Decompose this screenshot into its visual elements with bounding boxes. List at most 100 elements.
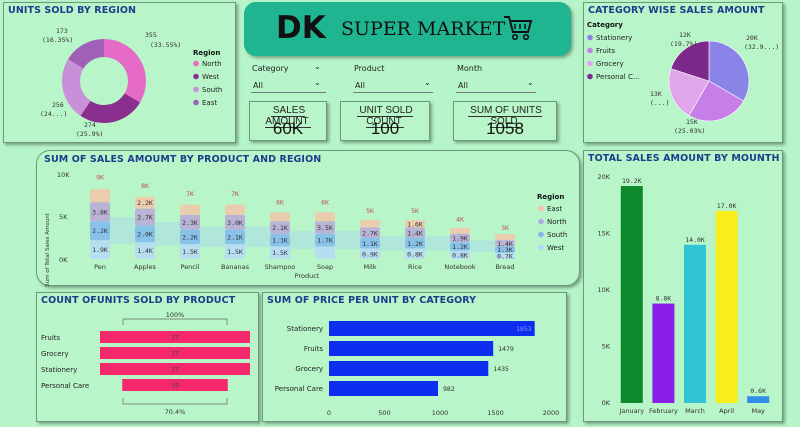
ribbon-segment-south[interactable] bbox=[315, 233, 335, 247]
ribbon-segment-east[interactable] bbox=[360, 220, 380, 228]
x-tick: April bbox=[719, 407, 734, 415]
legend-marker bbox=[587, 47, 593, 54]
ribbon-segment-north[interactable] bbox=[135, 208, 155, 226]
panel-title: SUM OF SALES AMOUMT BY PRODUCT AND REGIO… bbox=[44, 154, 322, 165]
ribbon-segment-west[interactable] bbox=[495, 252, 515, 259]
legend-marker bbox=[193, 60, 199, 67]
data-label: 173 bbox=[56, 27, 68, 35]
pie-slice-2[interactable] bbox=[668, 68, 710, 117]
slicer-label-category: Category bbox=[252, 64, 289, 73]
ribbon-segment-east[interactable] bbox=[225, 204, 245, 215]
data-label: (19.7%) bbox=[670, 40, 697, 48]
ribbon-segment-west[interactable] bbox=[90, 240, 110, 259]
x-tick: Rice bbox=[408, 263, 422, 271]
bar-april[interactable] bbox=[715, 210, 738, 403]
chevron-down-icon[interactable]: ⌄ bbox=[527, 78, 534, 87]
pie-slice-1[interactable] bbox=[688, 80, 745, 122]
data-label: 1.6K bbox=[407, 220, 423, 228]
panel-title: TOTAL SALES AMOUNT BY MOUNTH bbox=[588, 153, 780, 164]
funnel-panel: COUNT OFUNITS SOLD BY PRODUCT 100% 70.4%… bbox=[36, 292, 259, 422]
chevron-down-icon[interactable]: ⌄ bbox=[424, 78, 431, 87]
ribbon-segment-west[interactable] bbox=[405, 248, 425, 260]
data-label: 1853 bbox=[516, 325, 532, 333]
bar-february[interactable] bbox=[652, 303, 675, 403]
ribbon-segment-north[interactable] bbox=[180, 214, 200, 230]
ribbon-segment-east[interactable] bbox=[495, 234, 515, 241]
ribbon-segment-east[interactable] bbox=[180, 204, 200, 215]
ribbon-segment-south[interactable] bbox=[225, 229, 245, 245]
pie-slice-0[interactable] bbox=[708, 40, 750, 102]
ribbon-segment-south[interactable] bbox=[90, 221, 110, 241]
funnel-bar[interactable] bbox=[100, 363, 250, 375]
donut-slice-north[interactable] bbox=[104, 39, 146, 103]
month-select[interactable]: All bbox=[456, 80, 536, 93]
product-select[interactable]: All bbox=[353, 80, 433, 93]
ribbon-segment-east[interactable] bbox=[90, 189, 110, 203]
ribbon-segment-south[interactable] bbox=[450, 242, 470, 251]
x-tick: Pencil bbox=[181, 263, 200, 271]
funnel-category-label: Grocery bbox=[41, 350, 69, 358]
x-tick: Apples bbox=[134, 263, 157, 271]
ribbon-segment-south[interactable] bbox=[270, 233, 290, 247]
data-label: 1.5K bbox=[272, 249, 288, 257]
ribbon-segment-east[interactable] bbox=[450, 227, 470, 234]
legend-label: North bbox=[202, 60, 222, 68]
ribbon-band bbox=[110, 217, 135, 244]
ribbon-segment-west[interactable] bbox=[180, 244, 200, 259]
funnel-category-label: Stationery bbox=[41, 366, 77, 374]
bar-january[interactable] bbox=[620, 186, 643, 403]
ribbon-segment-west[interactable] bbox=[270, 246, 290, 259]
region-donut-panel: UNITS SOLD BY REGION 173 (16.35%) 355 (3… bbox=[3, 2, 236, 143]
ribbon-segment-south[interactable] bbox=[180, 229, 200, 245]
ribbon-segment-north[interactable] bbox=[405, 227, 425, 239]
ribbon-segment-east[interactable] bbox=[135, 196, 155, 209]
bar-march[interactable] bbox=[684, 244, 706, 403]
ribbon-band bbox=[290, 231, 315, 249]
ribbon-segment-south[interactable] bbox=[360, 238, 380, 249]
ribbon-band bbox=[200, 226, 225, 248]
price-bar[interactable] bbox=[329, 361, 489, 376]
ribbon-segment-west[interactable] bbox=[135, 242, 155, 259]
ribbon-segment-north[interactable] bbox=[90, 202, 110, 222]
category-pie-panel: CATEGORY WISE SALES AMOUNT Category Stat… bbox=[583, 2, 783, 143]
funnel-bar[interactable] bbox=[122, 379, 228, 391]
category-pie-chart: Category Stationery Fruits Grocery Personal… bbox=[587, 21, 779, 135]
data-label: 355 bbox=[145, 31, 157, 39]
ribbon-segment-west[interactable] bbox=[225, 244, 245, 259]
data-label: 17.0K bbox=[717, 202, 737, 210]
chevron-down-icon[interactable]: ⌄ bbox=[314, 78, 321, 87]
pie-slice-3[interactable] bbox=[670, 40, 710, 82]
category-select[interactable]: All bbox=[251, 80, 326, 93]
funnel-bar[interactable] bbox=[100, 331, 250, 343]
ribbon-segment-south[interactable] bbox=[405, 238, 425, 249]
x-axis-label: Product bbox=[295, 272, 320, 280]
ribbon-segment-north[interactable] bbox=[450, 233, 470, 243]
ribbon-segment-east[interactable] bbox=[405, 220, 425, 228]
funnel-bar[interactable] bbox=[100, 347, 250, 359]
y-tick: Fruits bbox=[304, 345, 324, 353]
column-total: 5K bbox=[366, 207, 374, 215]
ribbon-segment-west[interactable] bbox=[360, 248, 380, 260]
ribbon-segment-north[interactable] bbox=[360, 227, 380, 239]
ribbon-segment-west[interactable] bbox=[315, 246, 335, 259]
chevron-down-icon[interactable]: ⌄ bbox=[314, 62, 321, 71]
price-bar[interactable] bbox=[329, 381, 439, 396]
ribbon-segment-east[interactable] bbox=[270, 212, 290, 222]
donut-slice-south[interactable] bbox=[62, 59, 91, 116]
ribbon-segment-north[interactable] bbox=[270, 221, 290, 234]
ribbon-segment-north[interactable] bbox=[315, 221, 335, 234]
price-bar[interactable] bbox=[329, 321, 535, 336]
y-axis-label: Sum of Total Sales Amount bbox=[45, 212, 51, 287]
donut-slice-west[interactable] bbox=[80, 93, 141, 124]
kpi-label: UNIT SOLD COUNT bbox=[357, 105, 413, 128]
price-bar[interactable] bbox=[329, 341, 494, 356]
ribbon-segment-north[interactable] bbox=[495, 240, 515, 247]
ribbon-segment-south[interactable] bbox=[495, 246, 515, 253]
ribbon-segment-north[interactable] bbox=[225, 214, 245, 230]
column-total: 3K bbox=[501, 224, 509, 232]
bar-may[interactable] bbox=[747, 396, 770, 403]
ribbon-segment-east[interactable] bbox=[315, 212, 335, 222]
ribbon-segment-south[interactable] bbox=[135, 225, 155, 243]
ribbon-segment-west[interactable] bbox=[450, 250, 470, 259]
donut-slice-east[interactable] bbox=[68, 39, 104, 69]
